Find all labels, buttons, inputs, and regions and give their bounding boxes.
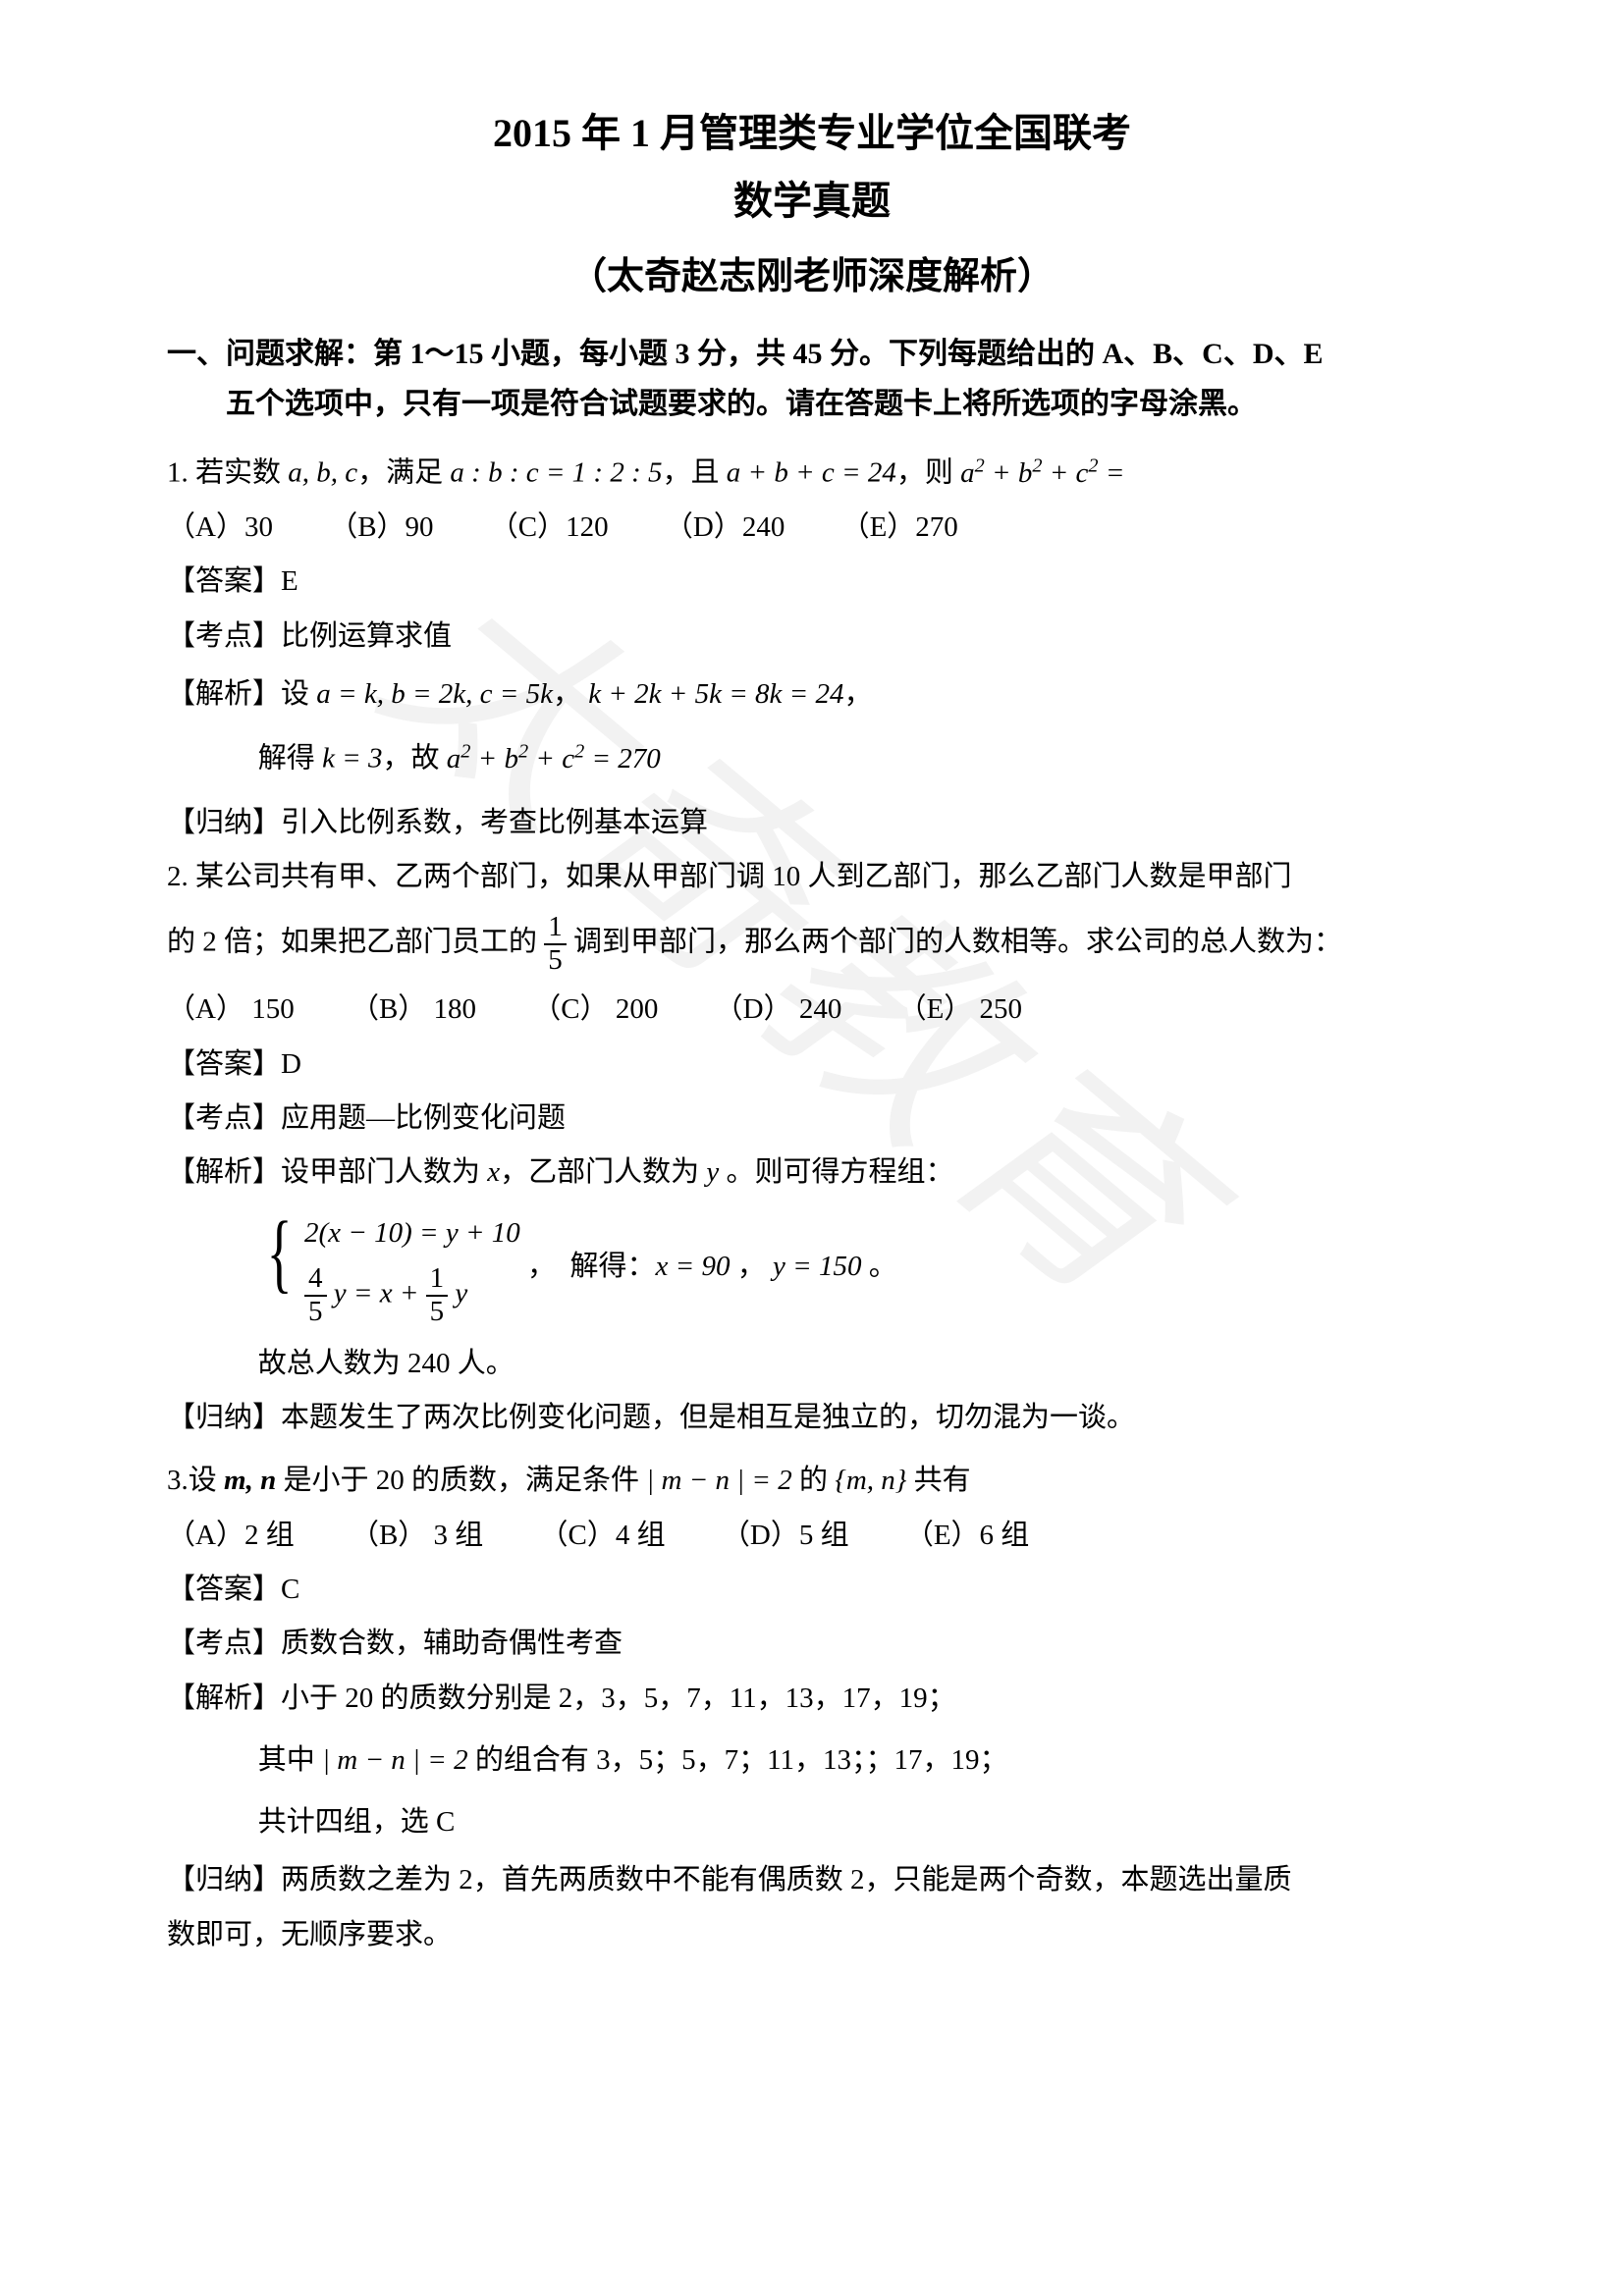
q2-eq1: 2(x − 10) = y + 10	[304, 1209, 520, 1257]
left-brace-icon: {	[266, 1209, 292, 1328]
doc-title-line2: 数学真题	[167, 169, 1457, 226]
q1-choice-c: （C）120	[490, 504, 609, 552]
question-3: 3.设 m, n 是小于 20 的质数，满足条件 | m − n | = 2 的…	[167, 1457, 1457, 1959]
q2-sol-intro: 【解析】设甲部门人数为 x，乙部门人数为 y 。则可得方程组：	[167, 1148, 1457, 1197]
q3-choices: （A）2 组 （B） 3 组 （C）4 组 （D）5 组 （E）6 组	[167, 1512, 1457, 1560]
q1-stem: 1. 若实数 a, b, c，满足 a : b : c = 1 : 2 : 5，…	[167, 449, 1457, 498]
q3-answer: 【答案】C	[167, 1566, 1457, 1614]
q1-choice-a: （A）30	[167, 504, 273, 552]
q3-choice-e: （E）6 组	[905, 1512, 1029, 1560]
q1-summary: 【归纳】引入比例系数，考查比例基本运算	[167, 799, 1457, 847]
q2-choice-e: （E） 250	[898, 986, 1022, 1034]
question-2: 2. 某公司共有甲、乙两个部门，如果从甲部门调 10 人到乙部门，那么乙部门人数…	[167, 853, 1457, 1442]
q2-total: 故总人数为 240 人。	[167, 1340, 1457, 1388]
q1-choices: （A）30 （B）90 （C）120 （D）240 （E）270	[167, 504, 1457, 552]
q3-summary-l1: 【归纳】两质数之差为 2，首先两质数中不能有偶质数 2，只能是两个奇数，本题选出…	[167, 1856, 1457, 1904]
q3-choice-c: （C）4 组	[540, 1512, 666, 1560]
q2-answer: 【答案】D	[167, 1041, 1457, 1089]
q2-equation-system: { 2(x − 10) = y + 10 45 y = x + 15 y ， 解…	[167, 1203, 1457, 1334]
q3-sol-l1: 【解析】小于 20 的质数分别是 2，3，5，7，11，13，17，19；	[167, 1675, 1457, 1723]
q2-choice-b: （B） 180	[351, 986, 476, 1034]
fraction-1-5: 15	[544, 912, 567, 977]
q3-summary-l2: 数即可，无顺序要求。	[167, 1911, 1457, 1959]
q1-solution-1: 【解析】设 a = k, b = 2k, c = 5k， k + 2k + 5k…	[167, 670, 1457, 719]
doc-title-line1: 2015 年 1 月管理类专业学位全国联考	[167, 108, 1457, 159]
question-1: 1. 若实数 a, b, c，满足 a : b : c = 1 : 2 : 5，…	[167, 449, 1457, 847]
section-1-line2: 五个选项中，只有一项是符合试题要求的。请在答题卡上将所选项的字母涂黑。	[167, 379, 1257, 429]
q2-eq2: 45 y = x + 15 y	[304, 1263, 520, 1328]
q1-choice-e: （E）270	[841, 504, 958, 552]
q1-choice-b: （B）90	[329, 504, 433, 552]
q2-stem-l1: 2. 某公司共有甲、乙两个部门，如果从甲部门调 10 人到乙部门，那么乙部门人数…	[167, 853, 1457, 901]
q1-solution-2: 解得 k = 3，故 a2 + b2 + c2 = 270	[167, 734, 1457, 783]
q3-choice-d: （D）5 组	[722, 1512, 849, 1560]
q1-topic: 【考点】比例运算求值	[167, 613, 1457, 661]
q3-stem: 3.设 m, n 是小于 20 的质数，满足条件 | m − n | = 2 的…	[167, 1457, 1457, 1505]
q2-stem-l2: 的 2 倍；如果把乙部门员工的 15 调到甲部门，那么两个部门的人数相等。求公司…	[167, 912, 1457, 977]
q3-choice-a: （A）2 组	[167, 1512, 295, 1560]
q1-answer: 【答案】E	[167, 558, 1457, 606]
doc-author: （太奇赵志刚老师深度解析）	[167, 245, 1457, 299]
q2-topic: 【考点】应用题—比例变化问题	[167, 1095, 1457, 1143]
q2-choices: （A） 150 （B） 180 （C） 200 （D） 240 （E） 250	[167, 986, 1457, 1034]
q1-result: a2 + b2 + c2 = 270	[447, 743, 661, 774]
q1-expression: a2 + b2 + c2 =	[960, 457, 1124, 489]
section-1-line1: 一、问题求解：第 1～15 小题，每小题 3 分，共 45 分。下列每题给出的 …	[167, 338, 1324, 370]
section-1-header: 一、问题求解：第 1～15 小题，每小题 3 分，共 45 分。下列每题给出的 …	[167, 329, 1457, 429]
q3-choice-b: （B） 3 组	[351, 1512, 483, 1560]
q1-choice-d: （D）240	[665, 504, 785, 552]
q2-choice-d: （D） 240	[715, 986, 842, 1034]
q3-sol-l2: 其中 | m − n | = 2 的组合有 3，5；5，7；11，13；；17，…	[167, 1736, 1457, 1785]
q3-topic: 【考点】质数合数，辅助奇偶性考查	[167, 1620, 1457, 1668]
q2-choice-c: （C） 200	[532, 986, 658, 1034]
q2-summary: 【归纳】本题发生了两次比例变化问题，但是相互是独立的，切勿混为一谈。	[167, 1394, 1457, 1442]
q3-sol-l3: 共计四组，选 C	[167, 1798, 1457, 1846]
exam-page: 太奇教育 2015 年 1 月管理类专业学位全国联考 数学真题 （太奇赵志刚老师…	[0, 0, 1624, 2063]
q2-choice-a: （A） 150	[167, 986, 295, 1034]
